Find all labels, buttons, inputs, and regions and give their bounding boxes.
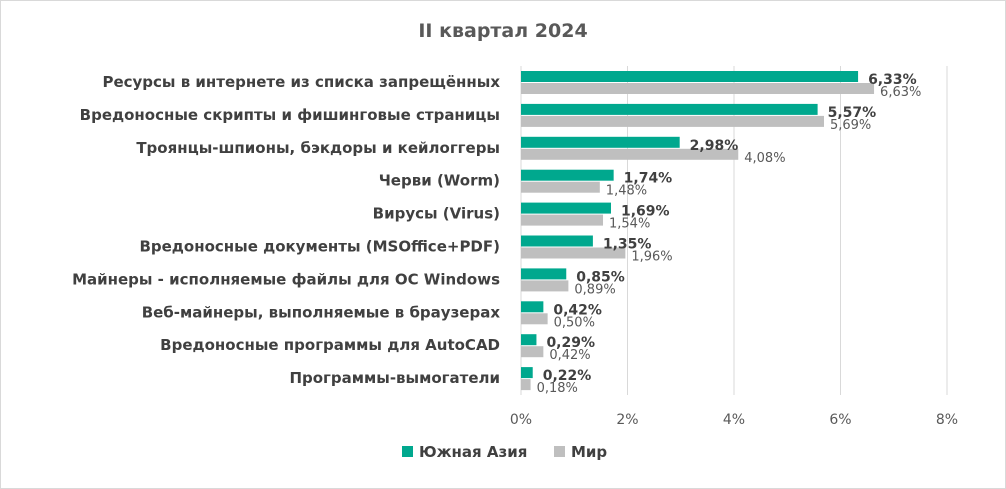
data-label-world: 0,18%	[537, 381, 578, 396]
chart-title: II квартал 2024	[418, 20, 588, 42]
category-label: Ресурсы в интернете из списка запрещённы…	[102, 73, 500, 91]
x-tick-label: 2%	[616, 412, 638, 428]
data-label-world: 6,63%	[880, 85, 921, 100]
data-label-south-asia: 6,33%	[868, 72, 917, 88]
category-label: Вредоносные скрипты и фишинговые страниц…	[80, 106, 500, 124]
bar-world	[521, 181, 600, 193]
data-label-south-asia: 1,74%	[624, 171, 673, 187]
bar-world	[521, 148, 739, 160]
category-label: Черви (Worm)	[379, 172, 500, 190]
bar-south-asia	[521, 169, 614, 181]
bar-south-asia	[521, 235, 593, 247]
x-tick-label: 0%	[510, 412, 532, 428]
data-label-south-asia: 0,42%	[553, 302, 602, 318]
bar-world	[521, 379, 531, 391]
category-label: Вирусы (Virus)	[373, 205, 500, 223]
category-label: Вредоносные документы (MSOffice+PDF)	[139, 238, 500, 256]
data-label-south-asia: 0,22%	[543, 368, 592, 384]
bar-world	[521, 115, 824, 127]
legend-swatch-world	[554, 446, 565, 457]
data-label-south-asia: 0,29%	[546, 335, 595, 351]
bar-south-asia	[521, 202, 611, 214]
category-label: Троянцы-шпионы, бэкдоры и кейлоггеры	[136, 139, 500, 157]
data-label-world: 5,69%	[830, 118, 871, 133]
bar-south-asia	[521, 301, 544, 313]
bar-south-asia	[521, 268, 567, 280]
bar-world	[521, 247, 626, 259]
category-label: Программы-вымогатели	[289, 369, 500, 387]
category-label: Веб-майнеры, выполняемые в браузерах	[142, 303, 501, 321]
category-label: Вредоносные программы для AutoCAD	[160, 336, 500, 354]
data-label-world: 1,54%	[609, 217, 650, 232]
bar-south-asia	[521, 334, 537, 346]
legend-swatch-south-asia	[402, 446, 413, 457]
data-label-world: 4,08%	[744, 151, 785, 166]
category-label: Майнеры - исполняемые файлы для ОС Windo…	[72, 270, 500, 288]
legend-label-world: Мир	[571, 443, 607, 461]
legend-label-south-asia: Южная Азия	[419, 443, 527, 461]
bar-south-asia	[521, 103, 818, 115]
bar-world	[521, 214, 604, 226]
data-label-south-asia: 1,35%	[603, 237, 652, 253]
data-label-world: 0,89%	[574, 282, 615, 297]
data-label-world: 1,48%	[606, 184, 647, 199]
bar-south-asia	[521, 136, 680, 148]
bar-world	[521, 346, 544, 358]
x-tick-label: 6%	[829, 412, 851, 428]
x-tick-label: 8%	[936, 412, 958, 428]
data-label-world: 0,42%	[549, 348, 590, 363]
data-label-south-asia: 5,57%	[828, 105, 877, 121]
data-label-world: 0,50%	[554, 315, 595, 330]
data-label-south-asia: 0,85%	[576, 269, 625, 285]
data-label-world: 1,96%	[631, 250, 672, 265]
bar-south-asia	[521, 71, 859, 82]
x-tick-label: 4%	[723, 412, 745, 428]
bar-south-asia	[521, 367, 533, 379]
bar-world	[521, 313, 548, 325]
bar-world	[521, 280, 569, 292]
bar-world	[521, 83, 875, 94]
data-label-south-asia: 1,69%	[621, 204, 670, 220]
data-label-south-asia: 2,98%	[690, 138, 739, 154]
